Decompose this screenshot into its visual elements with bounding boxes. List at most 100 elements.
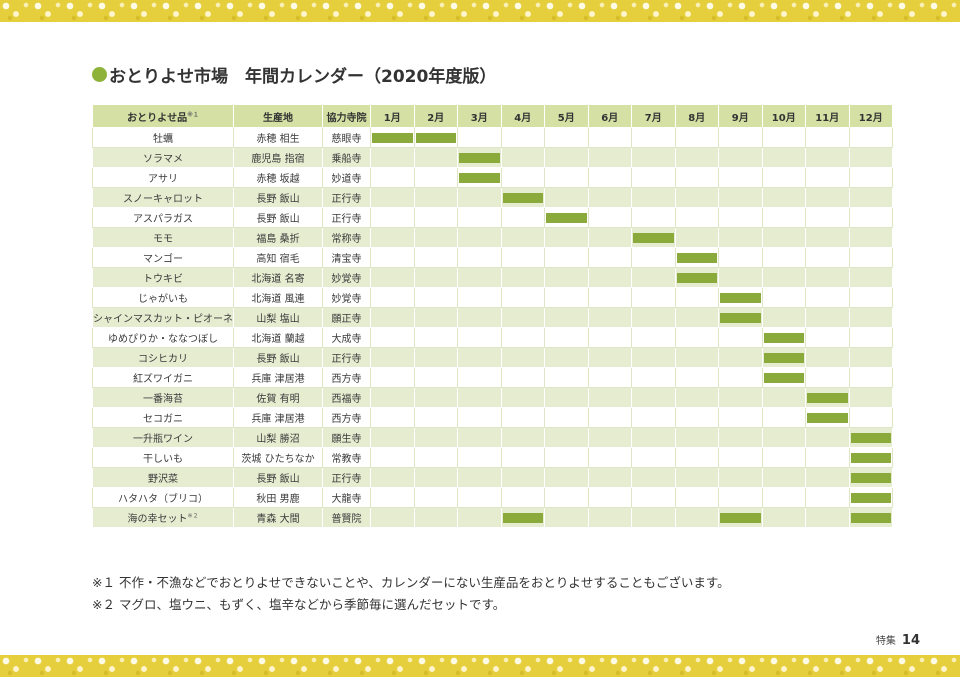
- product-cell: ハタハタ（ブリコ）: [92, 487, 234, 508]
- month-cell: [544, 327, 589, 348]
- month-cell: [500, 507, 545, 528]
- month-cell: [413, 207, 458, 228]
- month-cell: [761, 247, 806, 268]
- month-cell: [674, 507, 719, 528]
- month-cell: [457, 267, 502, 288]
- month-cell: [500, 307, 545, 328]
- availability-bar: [633, 233, 674, 243]
- month-cell: [761, 287, 806, 308]
- month-cell: [544, 407, 589, 428]
- month-cell: [587, 367, 632, 388]
- month-cell: [631, 487, 676, 508]
- month-cell: [587, 427, 632, 448]
- month-cell: [500, 467, 545, 488]
- month-cell: [544, 427, 589, 448]
- month-cell: [674, 427, 719, 448]
- availability-bar: [502, 193, 543, 203]
- availability-bar: [546, 213, 587, 223]
- availability-bar: [676, 273, 717, 283]
- availability-bar: [459, 173, 500, 183]
- month-cell: [848, 187, 893, 208]
- temple-cell: 正行寺: [322, 347, 371, 368]
- table-row: アスパラガス 長野 飯山 正行寺: [92, 207, 893, 228]
- month-cell: [457, 447, 502, 468]
- product-name: マンゴー: [143, 254, 183, 265]
- table-header-row: おとりよせ品※１ 生産地 協力寺院 1月 2月 3月 4月 5月 6月 7月 8月 9月 10月 1…: [92, 104, 893, 128]
- month-cell: [848, 167, 893, 188]
- header-product: おとりよせ品※１: [92, 104, 234, 128]
- origin-cell: 兵庫 津居港: [233, 407, 323, 428]
- temple-cell: 西方寺: [322, 407, 371, 428]
- month-cell: [457, 367, 502, 388]
- origin-cell: 兵庫 津居港: [233, 367, 323, 388]
- product-note: ※２: [187, 512, 199, 520]
- month-cell: [761, 187, 806, 208]
- product-cell: ソラマメ: [92, 147, 234, 168]
- product-name: 野沢菜: [148, 474, 178, 485]
- month-cell: [544, 447, 589, 468]
- month-cell: [544, 367, 589, 388]
- month-cell: [544, 487, 589, 508]
- availability-bar: [850, 433, 891, 443]
- month-cell: [370, 467, 415, 488]
- month-cell: [370, 387, 415, 408]
- month-cell: [457, 387, 502, 408]
- table-row: 牡蠣 赤穂 相生 慈眼寺: [92, 127, 893, 148]
- header-temple: 協力寺院: [322, 104, 371, 128]
- month-cell: [848, 347, 893, 368]
- table-row: スノーキャロット 長野 飯山 正行寺: [92, 187, 893, 208]
- month-cell: [805, 307, 850, 328]
- availability-bar: [763, 373, 804, 383]
- month-cell: [370, 327, 415, 348]
- month-cell: [500, 347, 545, 368]
- month-cell: [718, 347, 763, 368]
- product-cell: 紅ズワイガニ: [92, 367, 234, 388]
- month-cell: [805, 247, 850, 268]
- origin-cell: 赤穂 相生: [233, 127, 323, 148]
- page-number: 14: [901, 633, 920, 648]
- month-cell: [631, 307, 676, 328]
- month-cell: [674, 347, 719, 368]
- month-cell: [674, 327, 719, 348]
- month-cell: [718, 467, 763, 488]
- month-cell: [457, 127, 502, 148]
- product-cell: コシヒカリ: [92, 347, 234, 368]
- month-cell: [587, 407, 632, 428]
- table-row: モモ 福島 桑折 常称寺: [92, 227, 893, 248]
- month-cell: [500, 427, 545, 448]
- month-cell: [587, 207, 632, 228]
- origin-cell: 山梨 塩山: [233, 307, 323, 328]
- bullet-dot-icon: [92, 67, 107, 82]
- month-cell: [631, 187, 676, 208]
- month-cell: [848, 487, 893, 508]
- table-row: 紅ズワイガニ 兵庫 津居港 西方寺: [92, 367, 893, 388]
- month-cell: [631, 127, 676, 148]
- month-cell: [457, 187, 502, 208]
- month-cell: [587, 487, 632, 508]
- table-row: 野沢菜 長野 飯山 正行寺: [92, 467, 893, 488]
- month-cell: [718, 427, 763, 448]
- product-name: アサリ: [148, 174, 178, 185]
- header-month: 12月: [848, 104, 893, 128]
- month-cell: [805, 267, 850, 288]
- month-cell: [544, 387, 589, 408]
- month-cell: [587, 387, 632, 408]
- month-cell: [457, 347, 502, 368]
- temple-cell: 正行寺: [322, 207, 371, 228]
- month-cell: [587, 127, 632, 148]
- month-cell: [500, 487, 545, 508]
- availability-bar: [676, 253, 717, 263]
- month-cell: [413, 287, 458, 308]
- product-name: スノーキャロット: [123, 194, 203, 205]
- month-cell: [718, 127, 763, 148]
- month-cell: [500, 367, 545, 388]
- product-cell: じゃがいも: [92, 287, 234, 308]
- product-cell: アスパラガス: [92, 207, 234, 228]
- month-cell: [457, 147, 502, 168]
- month-cell: [674, 187, 719, 208]
- temple-cell: 大龍寺: [322, 487, 371, 508]
- availability-bar: [720, 293, 761, 303]
- month-cell: [848, 307, 893, 328]
- month-cell: [544, 207, 589, 228]
- month-cell: [761, 327, 806, 348]
